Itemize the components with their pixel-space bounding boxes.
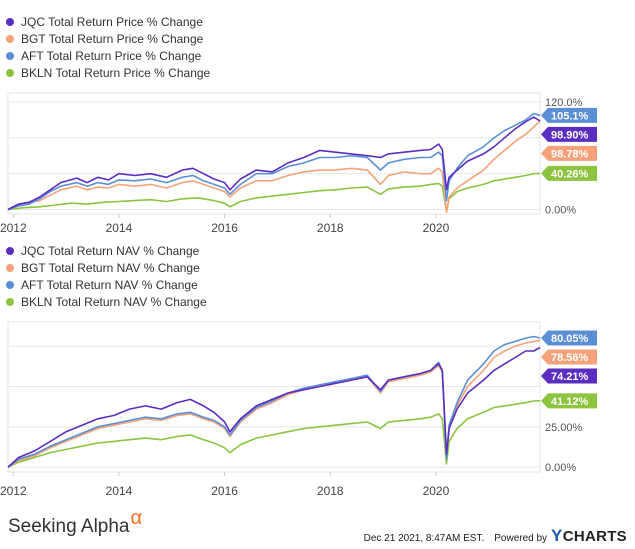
- legend-label: AFT Total Return Price % Change: [21, 48, 202, 63]
- x-tick-label: 2016: [211, 221, 238, 235]
- x-tick-label: 2014: [106, 221, 133, 235]
- powered-by-label: Powered by: [494, 533, 548, 544]
- legend-label: BKLN Total Return NAV % Change: [21, 294, 207, 309]
- x-tick-label: 2018: [317, 221, 344, 235]
- legend-label: AFT Total Return NAV % Change: [21, 277, 198, 292]
- y-tick-label: 0.00%: [545, 205, 576, 217]
- legend-item[interactable]: AFT Total Return Price % Change: [6, 47, 210, 64]
- x-tick-label: 2012: [0, 221, 27, 235]
- end-value-tag: [541, 368, 597, 384]
- end-value-label: 40.26%: [551, 168, 589, 180]
- legend-marker-icon: [6, 34, 14, 43]
- legend-marker-icon: [6, 68, 14, 77]
- brand-name: Seeking Alpha: [8, 516, 130, 537]
- y-tick-label: 25.00%: [545, 422, 583, 434]
- legend-item[interactable]: BKLN Total Return NAV % Change: [6, 293, 207, 310]
- x-tick-label: 2016: [211, 484, 238, 498]
- legend-item[interactable]: BGT Total Return Price % Change: [6, 30, 210, 47]
- nav-chart: 2012 2014 2016 2018 2020 0.00% 25.00% 80.05% 78.…: [0, 321, 597, 498]
- nav-chart-legend: JQC Total Return NAV % Change BGT Total …: [6, 242, 207, 310]
- end-value-tag: [541, 349, 597, 365]
- series-line[interactable]: [7, 112, 541, 211]
- timestamp: Dec 21 2021, 8:47AM EST.: [363, 533, 485, 544]
- end-value-label: 41.12%: [551, 396, 589, 408]
- ycharts-logo: YCHARTS: [551, 526, 627, 546]
- end-value-label: 80.05%: [551, 333, 589, 345]
- legend-item[interactable]: BGT Total Return NAV % Change: [6, 259, 207, 276]
- legend-label: JQC Total Return Price % Change: [21, 14, 203, 29]
- alpha-icon: α: [130, 507, 143, 529]
- legend-label: BGT Total Return Price % Change: [21, 31, 204, 46]
- end-value-label: 98.78%: [551, 148, 589, 160]
- end-value-label: 78.56%: [551, 352, 589, 364]
- end-value-tag: [541, 393, 597, 409]
- legend-label: JQC Total Return NAV % Change: [21, 243, 200, 258]
- legend-item[interactable]: AFT Total Return NAV % Change: [6, 276, 207, 293]
- chart-credit: Dec 21 2021, 8:47AM EST. Powered by YCHA…: [364, 526, 627, 546]
- legend-label: BKLN Total Return Price % Change: [21, 65, 211, 80]
- ycharts-y-icon: Y: [551, 526, 563, 545]
- series-line[interactable]: [7, 120, 541, 213]
- legend-marker-icon: [6, 297, 14, 306]
- end-value-tag: [541, 330, 597, 346]
- legend-item[interactable]: JQC Total Return Price % Change: [6, 13, 210, 30]
- end-value-tag: [541, 107, 597, 123]
- x-tick-label: 2012: [0, 484, 27, 498]
- y-tick-label: 120.0%: [545, 97, 583, 109]
- end-value-label: 105.1%: [551, 110, 589, 122]
- x-tick-label: 2020: [423, 484, 450, 498]
- plot-area: [7, 321, 541, 473]
- series-line[interactable]: [7, 400, 541, 468]
- legend-marker-icon: [6, 246, 14, 255]
- end-value-tag: [541, 126, 597, 142]
- series-line[interactable]: [7, 335, 541, 468]
- legend-item[interactable]: BKLN Total Return Price % Change: [6, 64, 210, 81]
- end-value-tag: [541, 145, 597, 161]
- price-chart: 2012 2014 2016 2018 2020 0.00% 120.0%105.1% 98.…: [0, 92, 597, 235]
- series-line[interactable]: [7, 172, 541, 213]
- legend-label: BGT Total Return NAV % Change: [21, 260, 200, 275]
- y-tick-label: 0.00%: [545, 462, 576, 474]
- x-tick-label: 2014: [106, 484, 133, 498]
- end-value-label: 74.21%: [551, 371, 589, 383]
- x-tick-label: 2018: [317, 484, 344, 498]
- end-value-label: 98.90%: [551, 129, 589, 141]
- legend-item[interactable]: JQC Total Return NAV % Change: [6, 242, 207, 259]
- legend-marker-icon: [6, 17, 14, 26]
- legend-marker-icon: [6, 263, 14, 272]
- x-tick-label: 2020: [423, 221, 450, 235]
- ycharts-wordmark: CHARTS: [562, 528, 627, 545]
- series-line[interactable]: [7, 346, 541, 468]
- seeking-alpha-logo: Seeking Alphaα: [8, 507, 142, 538]
- end-value-tag: [541, 165, 597, 181]
- legend-marker-icon: [6, 280, 14, 289]
- price-chart-legend: JQC Total Return Price % Change BGT Tota…: [6, 13, 210, 81]
- series-line[interactable]: [7, 116, 541, 211]
- legend-marker-icon: [6, 51, 14, 60]
